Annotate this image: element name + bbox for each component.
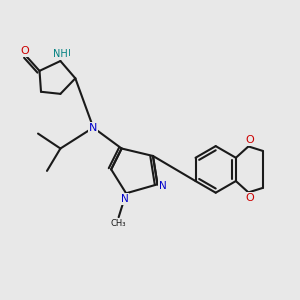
Text: O: O xyxy=(245,194,254,203)
Text: H: H xyxy=(64,49,70,58)
Text: O: O xyxy=(245,135,254,146)
Text: CH₃: CH₃ xyxy=(111,219,126,228)
Text: NH: NH xyxy=(53,49,68,58)
Text: O: O xyxy=(20,46,29,56)
Text: N: N xyxy=(89,123,98,133)
Text: N: N xyxy=(121,194,128,204)
Text: N: N xyxy=(159,181,167,191)
